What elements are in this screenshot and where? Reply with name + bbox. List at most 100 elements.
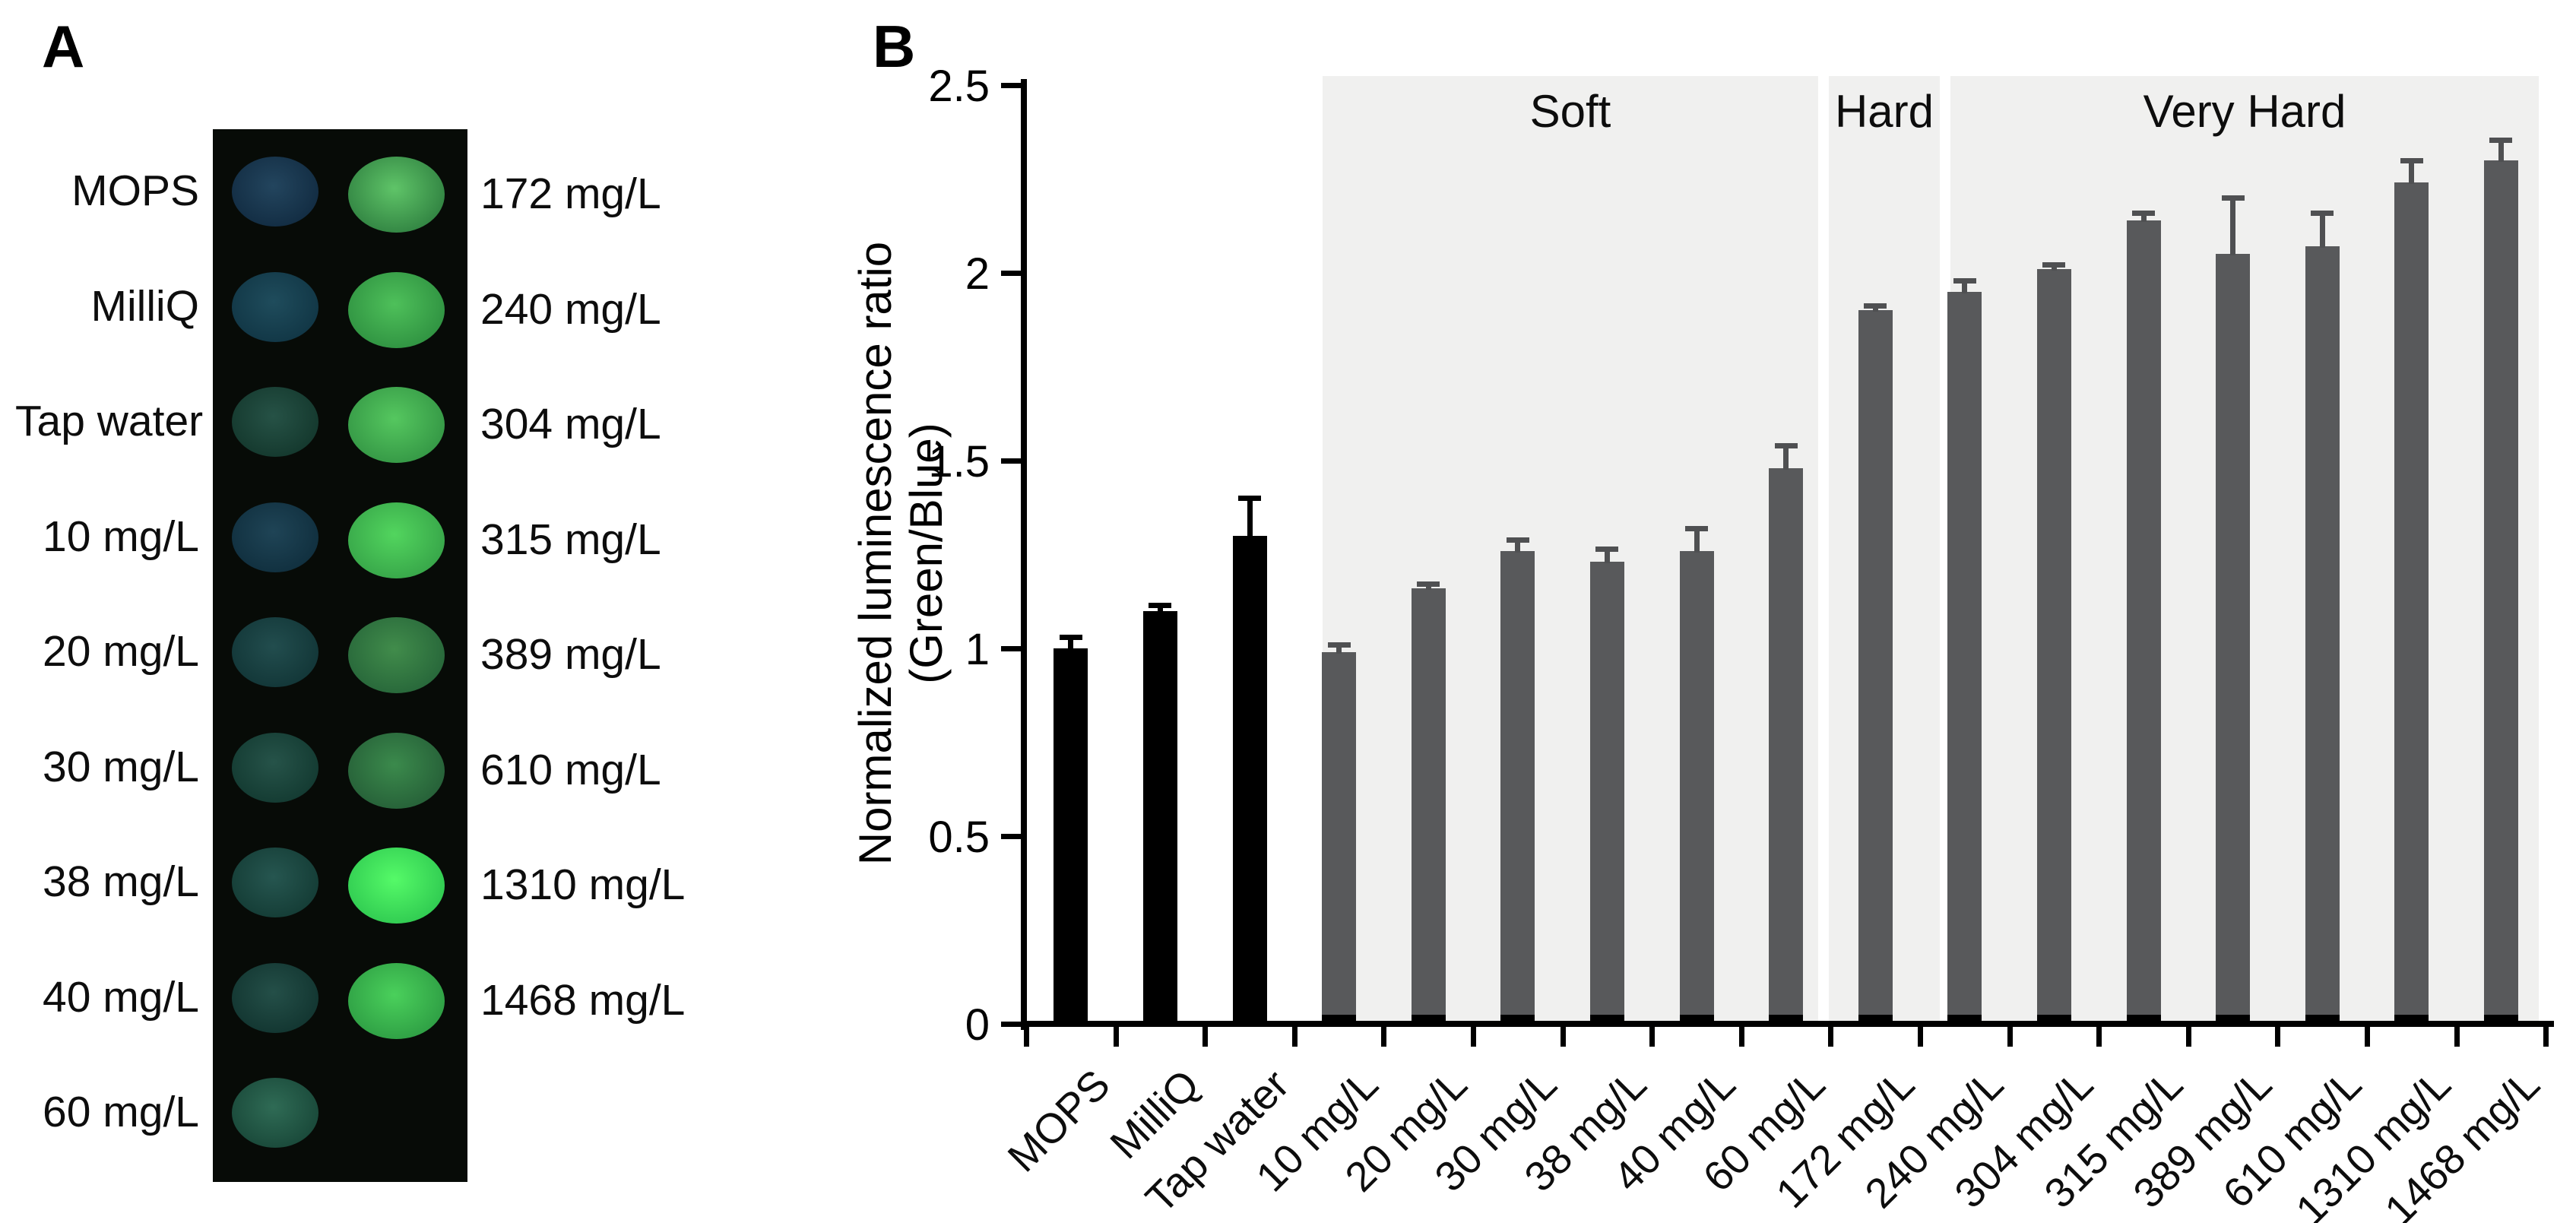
y-tick-mark <box>1001 1022 1021 1027</box>
error-bar-cap <box>1595 547 1619 553</box>
x-tick-mark <box>1381 1027 1387 1047</box>
region-label: Hard <box>1834 86 1934 137</box>
blot-dot-left <box>232 962 318 1033</box>
bar <box>2394 182 2429 1024</box>
blot-row-label: 20 mg/L <box>43 627 199 676</box>
blot-dot-right <box>347 848 445 924</box>
y-axis-title-line2: (Green/Blue) <box>901 423 952 684</box>
error-bar-cap <box>2042 262 2066 268</box>
x-tick-mark <box>2454 1027 2460 1047</box>
bar <box>2036 269 2071 1024</box>
y-axis-line <box>1021 79 1027 1030</box>
x-axis-line <box>1021 1021 2554 1027</box>
x-tick-mark <box>2543 1027 2549 1047</box>
bar <box>2305 246 2340 1024</box>
y-axis-title-line1: Normalized luminescence ratio <box>849 241 901 866</box>
error-bar-line <box>1336 645 1342 654</box>
blot-dot-right <box>347 962 445 1039</box>
error-bar-cap <box>2221 195 2245 201</box>
blot-dot-right <box>347 157 445 233</box>
x-tick-mark <box>1202 1027 1209 1047</box>
error-bar-cap <box>1327 642 1351 648</box>
blot-concentration-label: 315 mg/L <box>480 515 661 564</box>
error-bar-cap <box>2132 210 2155 216</box>
x-tick-mark <box>1024 1027 1029 1047</box>
y-tick-mark <box>1001 646 1021 651</box>
error-bar-cap <box>1059 635 1082 641</box>
bar <box>1054 648 1088 1024</box>
bar <box>1589 562 1624 1024</box>
error-bar-cap <box>1953 277 1976 284</box>
blot-concentration-label: 1310 mg/L <box>480 860 686 909</box>
blot-concentration-label: 389 mg/L <box>480 630 661 679</box>
error-bar-line <box>1962 280 1968 293</box>
error-bar-line <box>1694 528 1700 553</box>
y-tick-label: 1.5 <box>928 437 990 486</box>
error-bar-cap <box>2311 210 2334 216</box>
region-label: Soft <box>1529 86 1611 137</box>
bar <box>1232 535 1267 1024</box>
blot-dot-left <box>232 271 318 342</box>
blot-dot-left <box>232 732 318 803</box>
blot-dot-left <box>232 617 318 687</box>
error-bar-line <box>1515 539 1521 553</box>
blot-dot-right <box>347 732 445 809</box>
blot-concentration-label: 240 mg/L <box>480 284 661 334</box>
error-bar-cap <box>1417 581 1440 588</box>
blot-dot-left <box>232 1078 318 1148</box>
blot-row-label: MilliQ <box>90 281 199 331</box>
x-tick-mark <box>1291 1027 1298 1047</box>
error-bar-cap <box>1864 303 1887 309</box>
blot-row-label: 60 mg/L <box>43 1088 199 1136</box>
error-bar-cap <box>1774 443 1798 449</box>
error-bar-line <box>2498 139 2504 162</box>
blot-concentration-label: 1468 mg/L <box>480 975 686 1025</box>
x-tick-mark <box>1738 1027 1744 1047</box>
blot-dot-right <box>347 387 445 463</box>
blot-row-label: 30 mg/L <box>43 742 199 791</box>
error-bar-line <box>1157 605 1163 613</box>
y-tick-label: 2.5 <box>928 62 990 111</box>
blot-row-label: 38 mg/L <box>43 857 199 906</box>
y-tick-mark <box>1001 834 1021 839</box>
blot-dot-left <box>232 502 318 572</box>
x-tick-mark <box>2365 1027 2370 1047</box>
blot-dot-right <box>347 271 445 348</box>
bar <box>1142 610 1177 1024</box>
region-label: Very Hard <box>2143 86 2346 137</box>
bar <box>2126 220 2161 1024</box>
x-tick-mark <box>1560 1027 1566 1047</box>
error-bar-cap <box>1506 537 1529 543</box>
y-tick-label: 0.5 <box>928 813 990 862</box>
x-tick-mark <box>2185 1027 2191 1047</box>
error-bar-line <box>1068 637 1074 650</box>
y-tick-mark <box>1001 458 1021 464</box>
panel-a-letter: A <box>42 13 85 80</box>
error-bar-cap <box>1685 525 1708 531</box>
bar <box>2216 254 2251 1024</box>
x-tick-mark <box>2007 1027 2013 1047</box>
error-bar-line <box>2230 198 2236 256</box>
x-tick-mark <box>1918 1027 1923 1047</box>
x-category-label: MOPS <box>998 1060 1119 1181</box>
bar <box>1500 550 1535 1024</box>
y-tick-label: 2 <box>965 249 990 299</box>
bar <box>1411 588 1446 1024</box>
blot-concentration-label: 304 mg/L <box>480 400 661 448</box>
blot-dot-left <box>232 387 318 457</box>
blot-concentration-label: 172 mg/L <box>480 170 661 218</box>
y-tick-mark <box>1001 271 1021 276</box>
y-tick-label: 1 <box>965 625 990 674</box>
y-axis-title: Normalized luminescence ratio (Green/Blu… <box>850 242 952 865</box>
bar <box>1679 550 1714 1024</box>
blot-dot-right <box>347 617 445 693</box>
x-tick-mark <box>1649 1027 1656 1047</box>
blot-row-label: 40 mg/L <box>43 972 199 1022</box>
blot-row-label: MOPS <box>71 166 199 215</box>
error-bar-cap <box>1149 603 1172 609</box>
bar <box>2483 160 2518 1024</box>
blot-dot-left <box>232 157 318 227</box>
region-band-soft <box>1323 76 1818 1021</box>
y-tick-label: 0 <box>965 1000 990 1050</box>
